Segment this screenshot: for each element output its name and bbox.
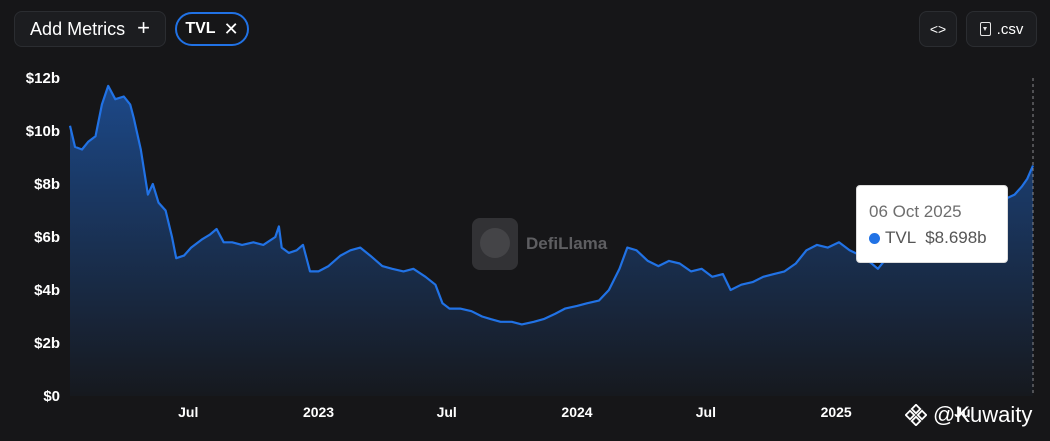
tvl-area	[70, 85, 1033, 397]
y-tick-label: $0	[43, 388, 60, 405]
series-dot-icon	[869, 232, 880, 244]
tvl-metric-chip[interactable]: TVL ✕	[175, 12, 249, 46]
x-tick-label: Jul	[178, 404, 198, 420]
close-icon[interactable]: ✕	[223, 18, 239, 39]
binance-icon	[905, 404, 927, 426]
overlay-handle: @Kuwaity	[905, 402, 1032, 428]
y-tick-label: $4b	[34, 282, 60, 299]
plus-icon: +	[137, 15, 150, 40]
y-tick-label: $10b	[26, 123, 60, 140]
csv-download-button[interactable]: .csv	[966, 11, 1037, 47]
overlay-text: @Kuwaity	[933, 402, 1033, 427]
tooltip-value: $8.698b	[925, 228, 987, 247]
y-tick-label: $12b	[26, 70, 60, 87]
csv-label: .csv	[996, 20, 1024, 38]
embed-button[interactable]: <>	[919, 11, 957, 47]
chart-tooltip: 06 Oct 2025 TVL $8.698b	[856, 185, 1008, 263]
code-icon: <>	[929, 21, 947, 37]
defillama-watermark: DefiLlama	[472, 218, 607, 270]
y-tick-label: $6b	[34, 229, 60, 246]
tooltip-date: 06 Oct 2025	[869, 202, 962, 221]
y-tick-label: $2b	[34, 335, 60, 352]
watermark-text: DefiLlama	[526, 234, 608, 253]
tooltip-row: TVL $8.698b	[869, 228, 1007, 248]
x-tick-label: Jul	[954, 404, 974, 420]
x-tick-label: 2023	[303, 404, 334, 420]
tooltip-series: TVL	[885, 228, 917, 247]
llama-logo-icon	[472, 218, 518, 270]
x-tick-label: Jul	[696, 404, 716, 420]
x-tick-label: Jul	[437, 404, 457, 420]
download-file-icon	[979, 22, 991, 36]
metric-chip-label: TVL	[185, 20, 216, 37]
x-tick-label: 2025	[821, 404, 852, 420]
add-metrics-label: Add Metrics	[30, 18, 126, 39]
x-tick-label: 2024	[561, 404, 592, 420]
add-metrics-button[interactable]: Add Metrics +	[14, 11, 166, 47]
y-tick-label: $8b	[34, 176, 60, 193]
